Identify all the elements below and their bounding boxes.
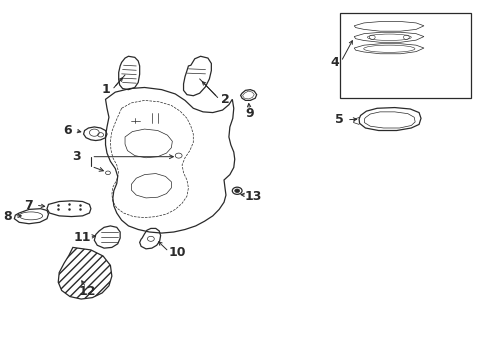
Text: 1: 1 <box>101 83 110 96</box>
Text: 5: 5 <box>334 113 343 126</box>
Text: 2: 2 <box>220 93 229 106</box>
Text: 9: 9 <box>244 107 253 120</box>
Text: 13: 13 <box>244 190 262 203</box>
Bar <box>339 13 470 98</box>
Text: 8: 8 <box>4 210 12 223</box>
Text: 6: 6 <box>63 124 72 137</box>
Text: 7: 7 <box>24 199 33 212</box>
Text: 10: 10 <box>168 246 185 259</box>
Text: 3: 3 <box>72 150 81 163</box>
Text: 4: 4 <box>330 56 338 69</box>
Text: 12: 12 <box>79 285 96 298</box>
Text: 11: 11 <box>74 231 91 244</box>
Circle shape <box>234 189 239 193</box>
